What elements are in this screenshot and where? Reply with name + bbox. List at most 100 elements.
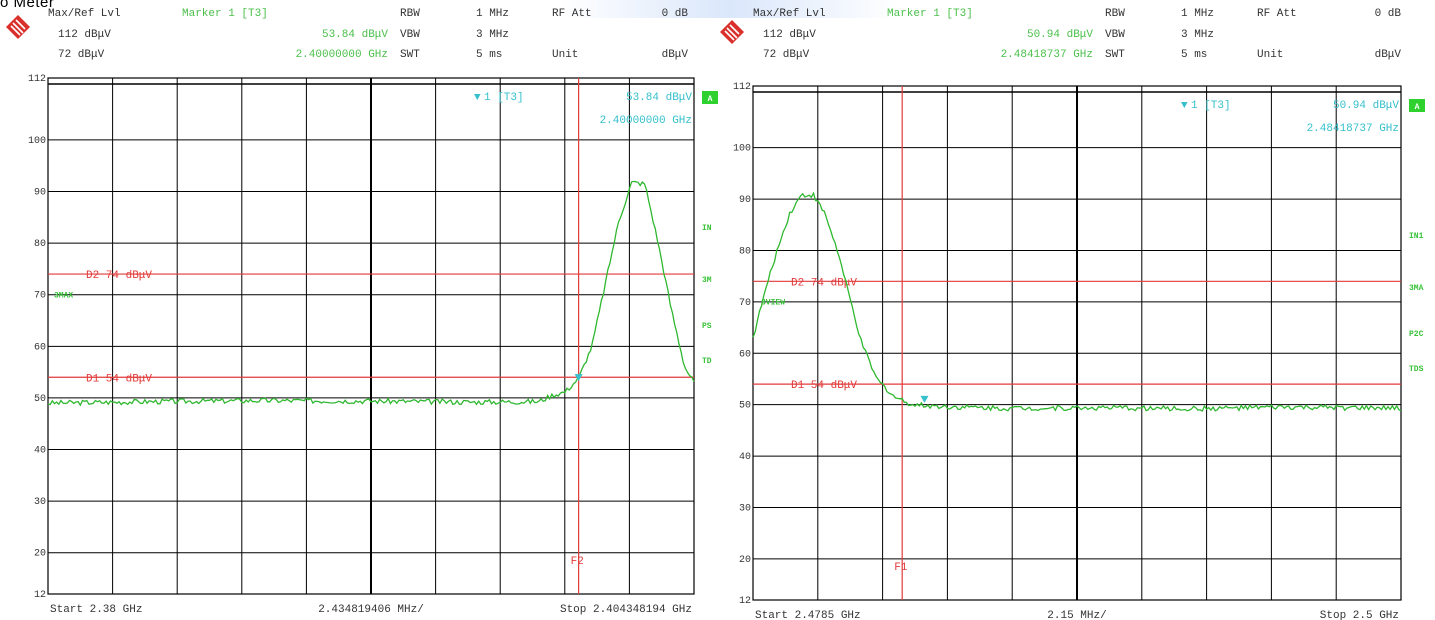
rbw-label: RBW [1105,8,1125,20]
y-tick-label: 12 [34,590,46,601]
y-tick-label: 50 [739,401,751,412]
side-label: IN1 [1409,232,1424,241]
y-tick-label: 112 [733,82,751,93]
side-label: IN [702,224,712,233]
trace-line [47,180,695,407]
ref-level-value: 112 dBμV [58,29,111,41]
y-tick-label: 20 [739,555,751,566]
marker-freq-value: 2.40000000 GHz [296,49,388,61]
spectrum-chart-left: Max/Ref Lvl Marker 1 [T3] RBW 1 MHz RF Att 0 … [6,8,718,616]
side-label: P2C [1409,330,1424,339]
unit-label: Unit [552,49,578,61]
y-tick-label: 70 [739,298,751,309]
side-label-a: A [708,95,713,104]
vbw-value: 3 MHz [476,29,509,41]
footer-stop: Stop 2.5 GHz [1320,610,1399,620]
unit-value: dBμV [1375,49,1402,61]
y-tick-label: 30 [34,497,46,508]
trace-label: 3MAX [54,291,73,300]
display-line-label-d2: D2 74 dBμV [791,277,857,289]
ref-offset-value: 72 dBμV [58,49,105,61]
y-tick-label: 80 [739,246,751,257]
side-label: TDS [1409,365,1424,374]
y-tick-label: 80 [34,239,46,250]
att-value: 0 dB [662,8,689,20]
display-line-label-d1: D1 54 dBμV [791,380,857,392]
spectrum-panel-right: Max/Ref Lvl Marker 1 [T3] RBW 1 MHz RF Att 0 … [705,0,1435,620]
rbw-value: 1 MHz [1181,8,1214,20]
marker-triangle [574,374,583,382]
side-label: TD [702,357,712,366]
att-label: RF Att [552,8,592,20]
display-line-label-d2: D2 74 dBμV [86,270,152,282]
marker-title: Marker 1 [T3] [182,8,268,20]
side-label: PS [702,322,712,331]
frequency-line-label: F1 [894,562,908,574]
marker-freq-value: 2.48418737 GHz [1001,49,1093,61]
y-tick-label: 70 [34,291,46,302]
marker-box-name: 1 [T3] [484,92,524,104]
footer-stop: Stop 2.404348194 GHz [560,604,692,616]
rs-logo-icon [6,15,30,39]
y-tick-label: 40 [739,452,751,463]
swt-value: 5 ms [476,49,502,61]
y-tick-label: 100 [28,136,46,147]
y-tick-label: 112 [28,74,46,85]
marker-box-triangle-icon: ▼ [474,92,481,104]
footer-span: 2.434819406 MHz/ [318,604,424,616]
ref-level-label: Max/Ref Lvl [48,8,121,20]
ref-offset-value: 72 dBμV [763,49,810,61]
marker-level-value: 53.84 dBμV [322,29,388,41]
marker-box-freq: 2.40000000 GHz [600,115,692,127]
y-tick-label: 60 [739,349,751,360]
swt-label: SWT [1105,49,1125,61]
y-tick-label: 30 [739,503,751,514]
att-label: RF Att [1257,8,1297,20]
ref-level-value: 112 dBμV [763,29,816,41]
y-tick-label: 50 [34,394,46,405]
marker-triangle [920,395,929,403]
marker-box-level: 53.84 dBμV [626,92,692,104]
header-highlight-band [560,0,900,18]
rbw-value: 1 MHz [476,8,509,20]
side-label-a: A [1415,103,1420,112]
unit-value: dBμV [662,49,689,61]
side-box-a [702,91,718,104]
vbw-label: VBW [400,29,420,41]
marker-title: Marker 1 [T3] [887,8,973,20]
y-tick-label: 100 [733,144,751,155]
spectrum-chart-right: Max/Ref Lvl Marker 1 [T3] RBW 1 MHz RF Att 0 … [720,8,1425,620]
marker-box-freq: 2.48418737 GHz [1307,123,1399,135]
y-tick-label: 90 [34,188,46,199]
footer-start: Start 2.38 GHz [50,604,142,616]
marker-box-level: 50.94 dBμV [1333,100,1399,112]
frequency-line-label: F2 [571,556,584,568]
side-label: 3MA [1409,284,1424,293]
y-tick-label: 12 [739,596,751,607]
side-box-a [1409,99,1425,112]
y-tick-label: 90 [739,195,751,206]
marker-level-value: 50.94 dBμV [1027,29,1093,41]
footer-start: Start 2.4785 GHz [755,610,861,620]
display-line-label-d1: D1 54 dBμV [86,373,152,385]
marker-box-triangle-icon: ▼ [1181,100,1188,112]
swt-value: 5 ms [1181,49,1207,61]
spectrum-panel-left: Max/Ref Lvl Marker 1 [T3] RBW 1 MHz RF Att 0 … [0,0,718,620]
marker-box-name: 1 [T3] [1191,100,1231,112]
rs-logo-icon [720,20,744,44]
att-value: 0 dB [1375,8,1402,20]
y-tick-label: 60 [34,342,46,353]
trace-label: 3VIEW [761,298,785,307]
vbw-label: VBW [1105,29,1125,41]
vbw-value: 3 MHz [1181,29,1214,41]
y-tick-label: 40 [34,446,46,457]
rbw-label: RBW [400,8,420,20]
unit-label: Unit [1257,49,1283,61]
footer-span: 2.15 MHz/ [1047,610,1106,620]
ref-level-label: Max/Ref Lvl [753,8,826,20]
swt-label: SWT [400,49,420,61]
page-caption: o Meter [0,0,55,11]
y-tick-label: 20 [34,549,46,560]
trace-line [752,191,1402,412]
side-label: 3M [702,276,712,285]
